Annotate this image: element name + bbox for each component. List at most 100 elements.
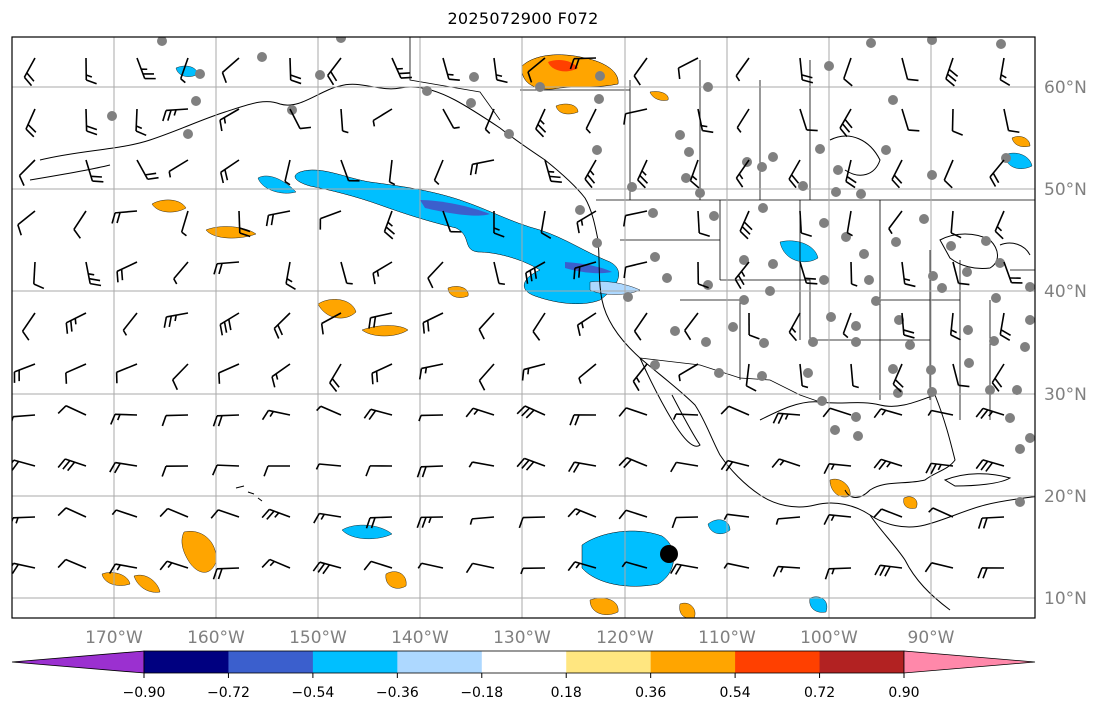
wind-barb (469, 159, 495, 176)
wind-barb (618, 456, 648, 469)
position-marker (660, 545, 678, 563)
wind-barb (823, 514, 852, 526)
wind-barb (219, 108, 240, 132)
wind-barb (159, 507, 189, 518)
wind-barb (136, 159, 159, 181)
wind-barb (17, 210, 36, 236)
wind-barb (927, 409, 954, 416)
wind-barb (329, 363, 342, 393)
wind-barb (977, 567, 1005, 579)
wind-barb (924, 562, 954, 573)
negative-anomaly-core (420, 200, 490, 216)
wind-barb (265, 210, 291, 227)
wind-barb (949, 312, 961, 341)
wind-barb (285, 261, 296, 291)
wind-barb (261, 558, 291, 569)
wind-barb (32, 261, 45, 290)
lon-label: 130°W (493, 628, 551, 648)
colorbar-segment (228, 651, 314, 673)
wind-barb (578, 363, 597, 384)
lat-label: 10°N (1044, 589, 1087, 609)
wind-barb (179, 57, 189, 84)
wind-barb (109, 461, 138, 474)
lat-label: 40°N (1044, 282, 1087, 302)
wind-barb (521, 363, 546, 381)
station-dots (107, 37, 1035, 507)
wind-barb (576, 210, 597, 234)
wind-barb (484, 108, 495, 134)
wind-barb (418, 414, 444, 422)
blue-patch-plains (779, 240, 819, 262)
wind-barb (210, 509, 240, 519)
wind-barb (723, 513, 750, 521)
wind-barb (618, 509, 648, 520)
wind-barb (161, 414, 189, 427)
map-title: 2025072900 F072 (447, 9, 599, 28)
wind-barb (520, 567, 546, 575)
wind-barb (618, 407, 648, 417)
wind-barb (365, 465, 393, 477)
wind-barb (211, 464, 240, 476)
wind-barb (989, 159, 1005, 187)
wind-barb (312, 561, 342, 575)
colorbar-segment (735, 651, 821, 673)
wind-barb (943, 159, 954, 189)
colorbar-tick-label: 0.72 (804, 685, 835, 701)
wind-barb (284, 159, 291, 186)
wind-barb (388, 159, 396, 186)
wind-barb (442, 57, 460, 82)
wind-barb (372, 108, 393, 127)
wind-barb (994, 210, 1005, 240)
negative-anomaly-band (294, 169, 619, 305)
wind-barb (315, 463, 342, 470)
wind-barb (261, 508, 291, 520)
lon-label: 90°W (908, 628, 955, 648)
wind-barb (736, 108, 750, 133)
wind-barb (734, 261, 750, 290)
wind-barb (327, 57, 342, 86)
wind-barb (901, 57, 919, 82)
wind-barb (115, 363, 138, 384)
wind-barb (465, 407, 495, 418)
wind-barb (671, 516, 699, 529)
wind-barb (975, 407, 1005, 420)
wind-barb (418, 363, 444, 380)
wind-barb (846, 210, 853, 237)
colorbar: −0.90 −0.72 −0.54 −0.36 −0.18 0.18 0.36 0.54 0.7… (11, 650, 1036, 701)
wind-barb (636, 159, 649, 189)
wind-barb (527, 57, 546, 83)
wind-barb (999, 57, 1011, 86)
wind-barb (73, 210, 87, 239)
wind-barb (363, 408, 393, 421)
wind-barb (368, 312, 393, 329)
wind-barb (57, 558, 87, 569)
wind-barb (952, 363, 970, 388)
wind-barb (493, 57, 508, 84)
blue-patch-tropical-3 (707, 519, 731, 535)
wind-barb (12, 459, 36, 471)
wind-barb (873, 508, 903, 518)
wind-barb (320, 312, 342, 335)
lat-label: 30°N (1044, 385, 1087, 405)
wind-barb (775, 516, 801, 525)
wind-barb (632, 363, 648, 392)
wind-barb (888, 210, 903, 235)
wind-barb (468, 461, 495, 468)
wind-barb (261, 409, 291, 421)
wind-barb (136, 57, 156, 80)
lat-label: 20°N (1044, 487, 1087, 507)
wind-barb (892, 363, 904, 393)
wind-barb (372, 261, 393, 285)
wind-barb (735, 57, 750, 82)
wind-barb (427, 261, 444, 289)
wind-barb (799, 108, 818, 132)
wind-barb (697, 108, 714, 134)
wind-barb (799, 210, 812, 238)
wind-barb (371, 363, 393, 385)
wind-barb (535, 108, 547, 138)
wind-barb (465, 562, 495, 574)
wind-barb (442, 108, 460, 130)
wind-barb (469, 516, 495, 525)
wind-barb (772, 565, 801, 577)
